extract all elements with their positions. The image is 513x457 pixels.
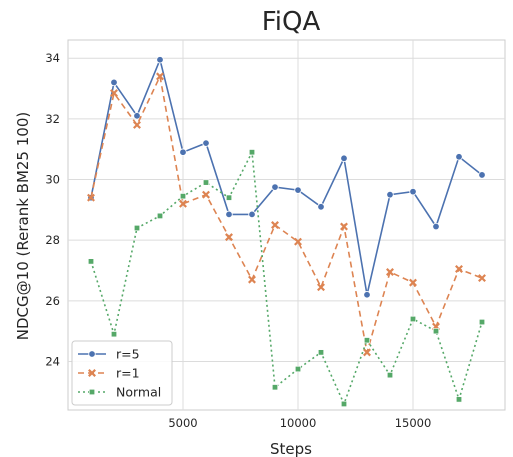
data-point: [478, 319, 485, 326]
data-point: [180, 193, 187, 200]
data-point: [340, 154, 348, 162]
series-3: [88, 149, 485, 407]
y-tick-label: 28: [45, 233, 60, 247]
data-point: [134, 225, 141, 232]
data-point: [202, 190, 210, 199]
data-point: [409, 316, 416, 323]
data-point: [225, 210, 233, 219]
data-point: [317, 203, 325, 211]
data-point: [317, 283, 325, 292]
legend-box: [71, 340, 173, 406]
series-layer: [87, 56, 486, 407]
legend-label: r=5: [116, 347, 140, 362]
y-tick-label: 30: [45, 173, 60, 187]
data-point: [478, 274, 486, 283]
data-point: [156, 72, 164, 81]
legend-marker: [88, 350, 96, 358]
y-tick-label: 26: [45, 294, 60, 308]
data-point: [409, 278, 417, 287]
legend-entry: r=5: [78, 347, 140, 362]
data-point: [432, 222, 440, 231]
data-point: [294, 186, 302, 194]
legend-entries: r=5 r=1 Normal: [78, 347, 161, 400]
data-point: [248, 275, 256, 284]
data-point: [271, 384, 278, 391]
data-point: [340, 400, 347, 407]
legend-entry: r=1: [78, 366, 140, 381]
y-tick-label: 34: [45, 51, 60, 65]
data-point: [133, 120, 141, 129]
series-line: [90, 149, 483, 407]
data-point: [386, 268, 394, 276]
data-point: [271, 183, 279, 191]
series-1: [87, 56, 486, 299]
data-point: [455, 264, 463, 273]
legend-marker: [88, 369, 96, 377]
y-tick-label: 24: [45, 354, 60, 368]
x-axis-label: Steps: [270, 440, 312, 457]
data-point: [248, 210, 256, 219]
x-tick-label: 5000: [168, 416, 197, 430]
data-point: [317, 349, 324, 356]
y-axis-ticks: 24 26 28 30 32 34: [45, 51, 60, 368]
data-point: [203, 179, 210, 186]
legend-entry: Normal: [78, 385, 161, 400]
data-point: [386, 190, 394, 199]
data-point: [432, 328, 439, 335]
data-point: [88, 258, 95, 265]
data-point: [157, 212, 164, 219]
data-point: [110, 89, 118, 98]
data-point: [225, 233, 233, 242]
data-point: [226, 194, 233, 201]
data-point: [87, 193, 95, 202]
data-point: [110, 78, 118, 87]
legend-marker: [89, 388, 96, 395]
y-axis-label: NDCG@10 (Rerank BM25 100): [14, 112, 32, 340]
y-tick-label: 32: [45, 112, 60, 126]
series-2: [87, 72, 486, 357]
data-point: [363, 337, 370, 344]
data-point: [179, 199, 187, 208]
legend-label: r=1: [116, 366, 140, 381]
legend: r=5 r=1 Normal: [71, 340, 173, 406]
data-point: [156, 56, 164, 64]
data-point: [386, 372, 393, 379]
data-point: [271, 221, 279, 229]
data-point: [455, 396, 462, 403]
data-point: [294, 237, 302, 246]
data-point: [409, 187, 417, 196]
series-line: [90, 73, 483, 353]
data-point: [202, 139, 210, 147]
x-axis-ticks: 5000 10000 15000: [168, 416, 431, 430]
data-point: [363, 291, 371, 299]
data-point: [179, 148, 187, 156]
x-tick-label: 10000: [280, 416, 317, 430]
data-point: [478, 171, 486, 179]
legend-label: Normal: [116, 385, 161, 400]
chart-title: FiQA: [262, 7, 321, 37]
data-point: [249, 149, 256, 156]
data-point: [340, 222, 348, 231]
series-line: [90, 57, 483, 295]
data-point: [455, 153, 463, 161]
x-tick-label: 15000: [395, 416, 432, 430]
data-point: [363, 348, 371, 357]
data-point: [294, 366, 301, 373]
data-point: [111, 331, 118, 338]
data-point: [133, 112, 141, 120]
